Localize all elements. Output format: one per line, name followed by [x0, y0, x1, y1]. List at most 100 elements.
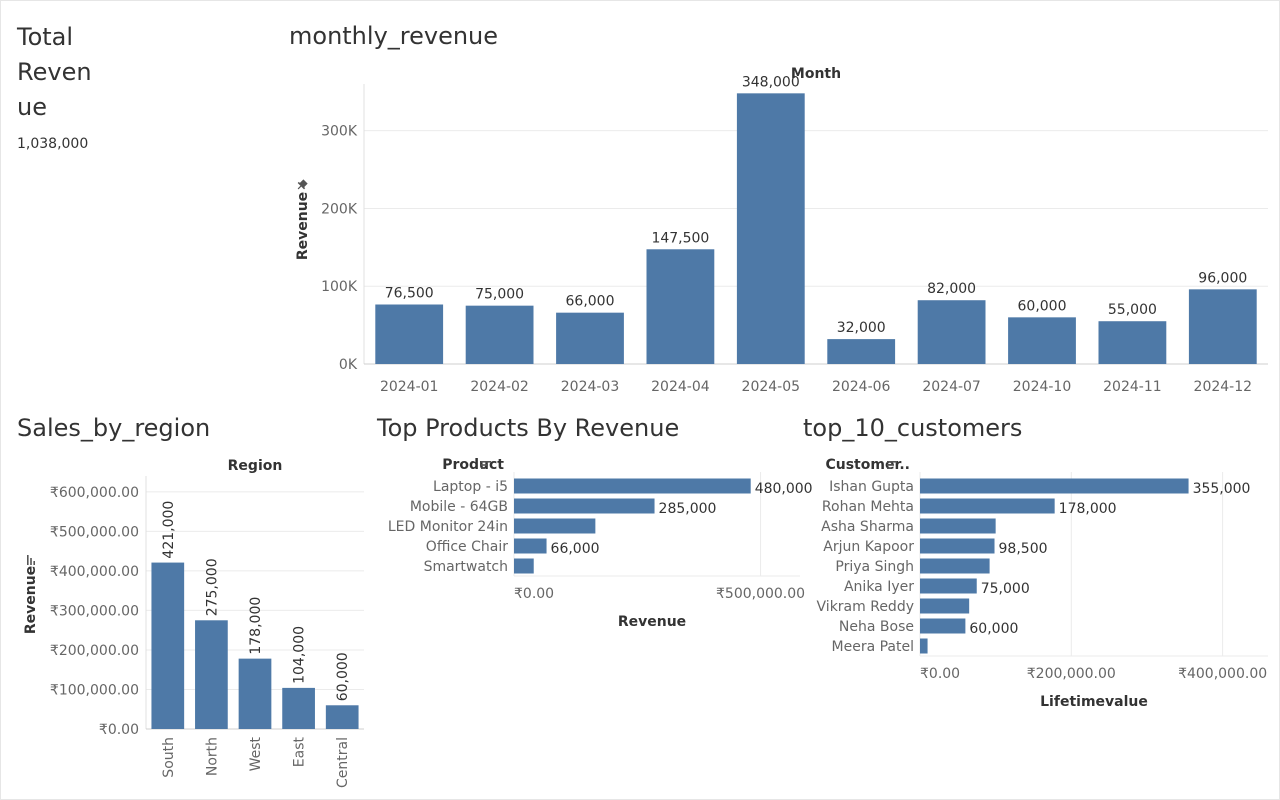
x-tick-label: 2024-03: [561, 379, 620, 395]
x-tick-label: 2024-12: [1194, 379, 1253, 395]
y-tick-label: Ishan Gupta: [829, 479, 914, 495]
bar: [920, 638, 928, 654]
data-label: 66,000: [566, 294, 615, 310]
x-tick-label: 2024-01: [380, 379, 439, 395]
bar: [514, 538, 547, 554]
bar: [514, 478, 751, 494]
x-tick-label: 2024-04: [651, 379, 710, 395]
bar: [827, 339, 896, 364]
x-tick-label: 2024-02: [470, 379, 529, 395]
data-label: 76,500: [385, 286, 434, 302]
bar: [917, 300, 986, 364]
x-tick-label: 2024-05: [742, 379, 801, 395]
bar: [514, 498, 655, 514]
bar: [514, 558, 534, 574]
monthly-revenue-title: monthly_revenue: [289, 22, 499, 50]
top-products-title: Top Products By Revenue: [377, 414, 680, 442]
kpi-value: 1,038,000: [17, 136, 89, 152]
sort-icon[interactable]: [481, 461, 491, 469]
sales-by-region-title: Sales_by_region: [17, 414, 211, 442]
x-tick-label: West: [248, 736, 264, 771]
data-label: 75,000: [981, 581, 1030, 597]
kpi-title: Total Revenue: [17, 23, 92, 121]
bar: [920, 558, 990, 574]
x-tick-label: 2024-06: [832, 379, 891, 395]
data-label: 60,000: [335, 652, 351, 701]
data-label: 421,000: [161, 501, 177, 559]
y-tick-label: Mobile - 64GB: [410, 499, 508, 515]
x-tick-label: ₹500,000.00: [716, 586, 805, 602]
bar: [920, 538, 995, 554]
y-tick-label: Asha Sharma: [821, 519, 914, 535]
bar: [375, 304, 444, 364]
data-label: 98,500: [999, 541, 1048, 557]
data-label: 55,000: [1108, 302, 1157, 318]
y-tick-label: 300K: [321, 124, 358, 140]
bar: [151, 562, 185, 729]
data-label: 178,000: [1059, 501, 1117, 517]
y-tick-label: Office Chair: [426, 539, 508, 555]
bar: [282, 687, 315, 729]
column-header: Region: [228, 458, 283, 474]
y-tick-label: 0K: [339, 357, 358, 373]
bar: [1008, 317, 1076, 364]
bar: [1098, 321, 1167, 364]
x-tick-label: Central: [335, 737, 351, 788]
bar: [1188, 289, 1257, 364]
column-header: Month: [791, 66, 841, 82]
y-tick-label: Vikram Reddy: [817, 599, 914, 615]
data-label: 32,000: [837, 320, 886, 336]
sort-icon[interactable]: [27, 555, 36, 565]
data-label: 480,000: [755, 481, 813, 497]
x-tick-label: ₹400,000.00: [1178, 666, 1267, 682]
y-tick-label: ₹0.00: [99, 722, 139, 738]
bar: [736, 93, 805, 364]
data-label: 348,000: [742, 74, 800, 90]
bar: [920, 498, 1055, 514]
y-tick-label: LED Monitor 24in: [388, 519, 508, 535]
bar: [920, 578, 977, 594]
bar: [238, 658, 272, 729]
bar: [920, 598, 970, 614]
bar: [920, 618, 966, 634]
bar: [325, 705, 359, 729]
y-axis-title: Revenue: [23, 566, 39, 634]
y-tick-label: Rohan Mehta: [822, 499, 914, 515]
sort-icon[interactable]: [887, 461, 897, 469]
y-tick-label: ₹500,000.00: [50, 524, 139, 540]
data-label: 75,000: [475, 287, 524, 303]
x-axis-title: Lifetimevalue: [1040, 694, 1148, 710]
y-tick-label: ₹600,000.00: [50, 485, 139, 501]
bar: [920, 518, 996, 534]
x-tick-label: ₹200,000.00: [1027, 666, 1116, 682]
x-tick-label: ₹0.00: [920, 666, 960, 682]
row-header: Product: [442, 457, 504, 473]
data-label: 60,000: [969, 621, 1018, 637]
y-tick-label: 100K: [321, 279, 358, 295]
y-tick-label: ₹400,000.00: [50, 564, 139, 580]
y-tick-label: Arjun Kapoor: [823, 539, 914, 555]
y-tick-label: Anika Iyer: [844, 579, 914, 595]
y-tick-label: Neha Bose: [839, 619, 914, 635]
x-tick-label: ₹0.00: [514, 586, 554, 602]
data-label: 82,000: [927, 281, 976, 297]
y-tick-label: ₹300,000.00: [50, 603, 139, 619]
data-label: 104,000: [292, 626, 308, 684]
data-label: 285,000: [659, 501, 717, 517]
data-label: 178,000: [248, 597, 264, 655]
x-tick-label: 2024-07: [922, 379, 981, 395]
data-label: 355,000: [1193, 481, 1251, 497]
pin-icon[interactable]: [295, 178, 309, 192]
y-tick-label: Meera Patel: [832, 639, 914, 655]
row-header: Customer..: [825, 457, 910, 473]
bar: [465, 305, 534, 364]
data-label: 60,000: [1018, 298, 1067, 314]
x-tick-label: 2024-10: [1013, 379, 1072, 395]
x-tick-label: 2024-11: [1103, 379, 1162, 395]
x-axis-title: Revenue: [618, 614, 686, 630]
y-tick-label: 200K: [321, 201, 358, 217]
bar: [556, 312, 624, 364]
y-tick-label: Laptop - i5: [433, 479, 508, 495]
x-tick-label: South: [161, 737, 177, 778]
